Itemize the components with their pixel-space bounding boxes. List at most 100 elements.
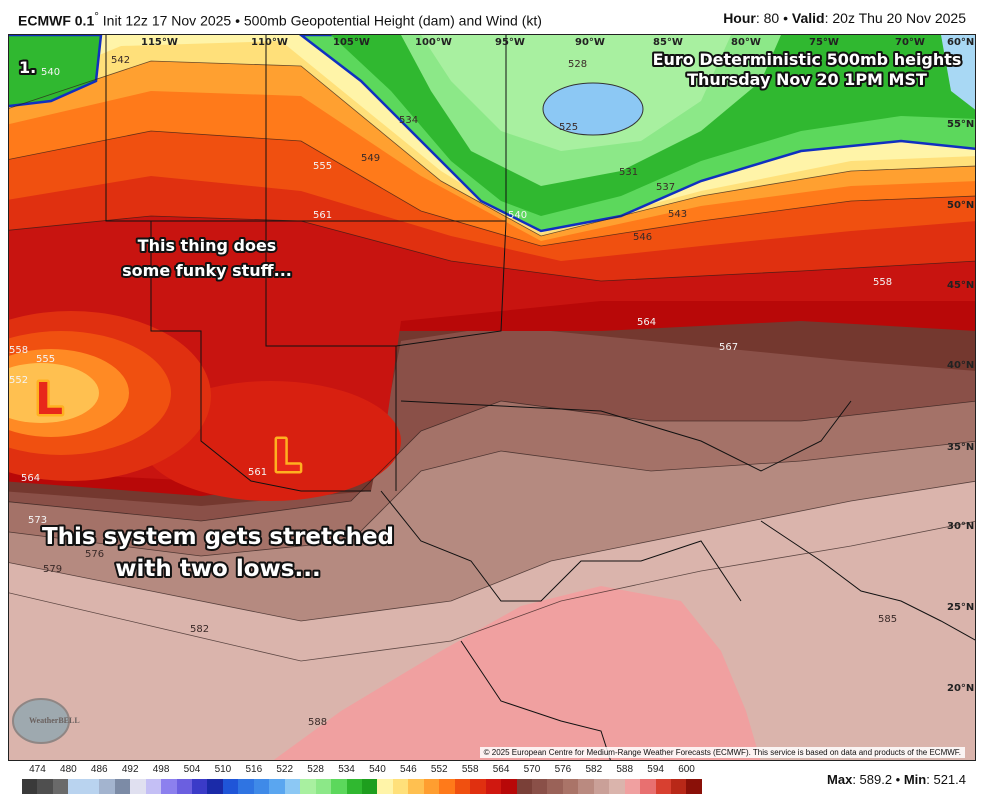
colorbar-swatch bbox=[269, 779, 285, 794]
band-588 bbox=[273, 586, 761, 760]
colorbar-swatch bbox=[624, 779, 641, 794]
colorbar-label: 600 bbox=[678, 764, 695, 775]
colorbar: 474 480 486 492 498 504 510 516 522 528 534 540 546 5… bbox=[22, 764, 702, 794]
contour-label: 552 bbox=[9, 375, 28, 386]
contour-label: 582 bbox=[190, 624, 209, 635]
lon-label: 75°W bbox=[809, 37, 839, 48]
colorbar-label: 558 bbox=[461, 764, 479, 775]
colorbar-label: 528 bbox=[307, 764, 324, 775]
colorbar-swatch bbox=[531, 779, 548, 794]
colorbar-label: 552 bbox=[430, 764, 448, 775]
political-boundaries bbox=[105, 35, 975, 760]
colorbar-swatch bbox=[485, 779, 502, 794]
low-markers: L L bbox=[33, 372, 304, 485]
contour-label: 573 bbox=[28, 515, 47, 526]
colorbar-swatch bbox=[454, 779, 471, 794]
map-svg: 115°W 110°W 105°W 100°W 95°W 90°W 85°W 8… bbox=[9, 35, 975, 760]
colorbar-swatch bbox=[547, 779, 563, 794]
colorbar-swatch bbox=[578, 779, 594, 794]
lat-label: 20°N bbox=[947, 683, 974, 694]
low-pressure-marker-south: L bbox=[273, 431, 301, 482]
low-pressure-marker-west: L bbox=[35, 374, 63, 425]
contour-label: 528 bbox=[568, 59, 587, 70]
contour-label: 558 bbox=[9, 345, 28, 356]
colorbar-swatch bbox=[315, 779, 332, 794]
min-value: : 521.4 bbox=[926, 772, 966, 787]
colorbar-swatch bbox=[361, 779, 378, 794]
colorbar-swatch bbox=[130, 779, 146, 794]
annotation-funky-line1: This thing does bbox=[138, 236, 277, 255]
colorbar-swatch bbox=[52, 779, 69, 794]
colorbar-swatch bbox=[253, 779, 270, 794]
hour-value: : 80 • bbox=[755, 10, 792, 26]
colorbar-label: 492 bbox=[121, 764, 139, 775]
colorbar-swatch bbox=[68, 779, 84, 794]
panel-number: 1. bbox=[19, 58, 36, 77]
colorbar-swatch bbox=[161, 779, 177, 794]
colorbar-swatch bbox=[207, 779, 223, 794]
contour-label: 585 bbox=[878, 614, 897, 625]
lon-label: 105°W bbox=[333, 37, 370, 48]
contour-label: 579 bbox=[43, 564, 62, 575]
contour-label: 564 bbox=[21, 473, 40, 484]
colorbar-label: 582 bbox=[585, 764, 603, 775]
max-value: : 589.2 • bbox=[852, 772, 904, 787]
lat-label: 45°N bbox=[947, 280, 974, 291]
colorbar-swatch bbox=[37, 779, 53, 794]
model-name: ECMWF 0.1 bbox=[18, 12, 95, 29]
weatherbell-logo: WeatherBELL bbox=[12, 698, 80, 744]
lon-label: 70°W bbox=[895, 37, 925, 48]
colorbar-swatch bbox=[83, 779, 100, 794]
colorbar-swatch bbox=[392, 779, 409, 794]
annotation-stretched-line2: with two lows... bbox=[115, 556, 320, 582]
annotation-funky-line2: some funky stuff... bbox=[122, 261, 292, 280]
colorbar-swatch bbox=[655, 779, 672, 794]
contour-label: 542 bbox=[111, 55, 130, 66]
chart-header-left: ECMWF 0.1° Init 12z 17 Nov 2025 • 500mb … bbox=[18, 10, 542, 29]
lat-label: 50°N bbox=[947, 200, 974, 211]
colorbar-swatch bbox=[439, 779, 455, 794]
annotations: 1. Euro Deterministic 500mb heights Thur… bbox=[17, 48, 963, 584]
colorbar-label: 564 bbox=[492, 764, 510, 775]
overlay-title-line2: Thursday Nov 20 1PM MST bbox=[687, 70, 927, 89]
lon-label: 90°W bbox=[575, 37, 605, 48]
band-540-nw bbox=[9, 35, 103, 108]
contour-label: 549 bbox=[361, 153, 380, 164]
colorbar-swatch bbox=[470, 779, 486, 794]
contour-label: 525 bbox=[559, 122, 578, 133]
contour-label: 555 bbox=[313, 161, 332, 172]
contour-label: 561 bbox=[313, 210, 332, 221]
colorbar-label: 540 bbox=[369, 764, 386, 775]
valid-value: : 20z Thu 20 Nov 2025 bbox=[824, 10, 966, 26]
colorbar-swatch bbox=[145, 779, 162, 794]
colorbar-label: 546 bbox=[400, 764, 417, 775]
colorbar-label: 510 bbox=[214, 764, 232, 775]
colorbar-label: 516 bbox=[245, 764, 263, 775]
colorbar-label: 522 bbox=[276, 764, 294, 775]
colorbar-swatch bbox=[516, 779, 532, 794]
colorbar-swatch bbox=[501, 779, 517, 794]
colorbar-label: 480 bbox=[60, 764, 77, 775]
colorbar-swatch bbox=[176, 779, 192, 794]
logo-text: WeatherBELL bbox=[29, 716, 80, 725]
latitude-labels: 55°N 50°N 45°N 40°N 35°N 30°N 25°N 20°N bbox=[947, 119, 974, 694]
colorbar-swatch bbox=[609, 779, 625, 794]
lat-label: 25°N bbox=[947, 602, 974, 613]
hour-label: Hour bbox=[723, 10, 756, 26]
lon-label: 80°W bbox=[731, 37, 761, 48]
lat-label: 55°N bbox=[947, 119, 974, 130]
colorbar-label: 534 bbox=[338, 764, 355, 775]
annotation-stretched-line1: This system gets stretched bbox=[42, 524, 394, 550]
colorbar-swatch bbox=[423, 779, 440, 794]
lat-label-top: 60°N bbox=[947, 37, 974, 48]
max-label: Max bbox=[827, 772, 853, 787]
lon-label: 95°W bbox=[495, 37, 525, 48]
colorbar-label: 576 bbox=[554, 764, 572, 775]
colorbar-swatch bbox=[408, 779, 424, 794]
band-549-low-west bbox=[9, 363, 99, 423]
colorbar-label: 486 bbox=[90, 764, 108, 775]
colorbar-swatch bbox=[284, 779, 301, 794]
colorbar-swatch bbox=[331, 779, 347, 794]
valid-label: Valid bbox=[791, 10, 825, 26]
contour-label: 534 bbox=[399, 115, 418, 126]
